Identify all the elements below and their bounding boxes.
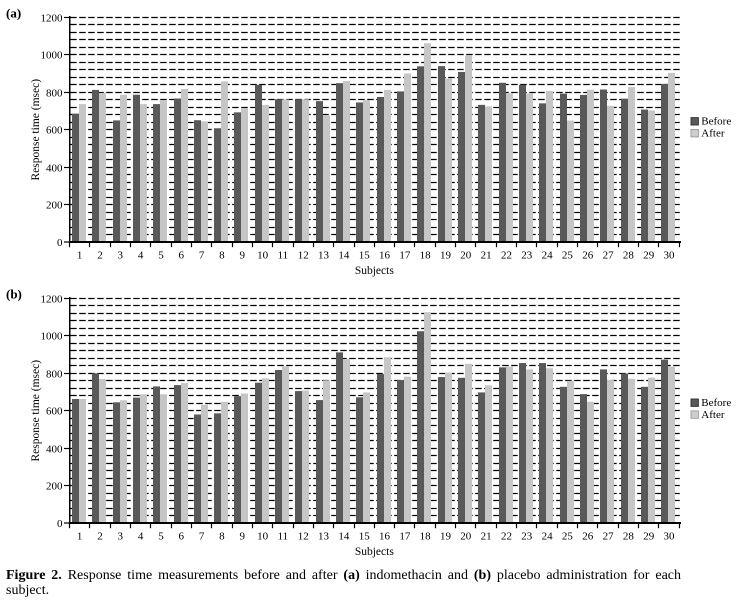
svg-text:25: 25 — [562, 531, 574, 543]
svg-text:18: 18 — [420, 250, 432, 262]
svg-text:600: 600 — [46, 124, 63, 136]
svg-text:19: 19 — [440, 531, 452, 543]
svg-text:400: 400 — [46, 162, 63, 174]
svg-text:Subjects: Subjects — [355, 265, 394, 277]
svg-text:24: 24 — [542, 250, 554, 262]
svg-text:10: 10 — [257, 531, 269, 543]
svg-text:7: 7 — [199, 250, 205, 262]
svg-text:After: After — [701, 128, 725, 140]
svg-text:22: 22 — [501, 531, 512, 543]
svg-text:1: 1 — [77, 531, 83, 543]
svg-text:2: 2 — [97, 250, 103, 262]
svg-text:16: 16 — [379, 531, 391, 543]
svg-text:600: 600 — [46, 405, 63, 417]
svg-text:25: 25 — [562, 250, 574, 262]
svg-text:800: 800 — [46, 87, 63, 99]
svg-text:14: 14 — [338, 250, 350, 262]
svg-text:30: 30 — [664, 531, 676, 543]
svg-text:29: 29 — [643, 250, 655, 262]
svg-text:Before: Before — [701, 397, 731, 409]
svg-text:Response time (msec): Response time (msec) — [30, 360, 42, 462]
svg-text:Response time (msec): Response time (msec) — [30, 79, 42, 181]
svg-text:12: 12 — [298, 531, 309, 543]
svg-text:6: 6 — [179, 250, 185, 262]
svg-text:26: 26 — [582, 250, 594, 262]
svg-text:9: 9 — [240, 250, 246, 262]
svg-text:22: 22 — [501, 250, 512, 262]
svg-text:1200: 1200 — [41, 12, 64, 24]
svg-text:3: 3 — [118, 250, 124, 262]
svg-text:11: 11 — [278, 250, 289, 262]
svg-text:20: 20 — [460, 531, 472, 543]
svg-text:26: 26 — [582, 531, 594, 543]
svg-text:8: 8 — [219, 250, 225, 262]
svg-text:1000: 1000 — [41, 49, 64, 61]
svg-text:28: 28 — [623, 250, 635, 262]
svg-text:After: After — [701, 409, 725, 421]
svg-text:4: 4 — [138, 250, 144, 262]
svg-text:20: 20 — [460, 250, 472, 262]
svg-text:0: 0 — [57, 237, 63, 249]
svg-text:2: 2 — [97, 531, 103, 543]
svg-text:14: 14 — [338, 531, 350, 543]
svg-text:1200: 1200 — [41, 293, 64, 305]
svg-text:0: 0 — [57, 518, 63, 530]
svg-text:5: 5 — [158, 531, 164, 543]
svg-text:15: 15 — [359, 250, 371, 262]
svg-text:Subjects: Subjects — [355, 546, 394, 558]
svg-text:4: 4 — [138, 531, 144, 543]
svg-text:12: 12 — [298, 250, 309, 262]
svg-text:(b): (b) — [6, 287, 22, 302]
svg-text:29: 29 — [643, 531, 655, 543]
svg-text:13: 13 — [318, 250, 330, 262]
svg-text:7: 7 — [199, 531, 205, 543]
svg-text:21: 21 — [481, 531, 492, 543]
svg-text:10: 10 — [257, 250, 269, 262]
svg-text:8: 8 — [219, 531, 225, 543]
svg-text:30: 30 — [664, 250, 676, 262]
svg-text:21: 21 — [481, 250, 492, 262]
svg-text:16: 16 — [379, 250, 391, 262]
svg-text:5: 5 — [158, 250, 164, 262]
svg-text:400: 400 — [46, 443, 63, 455]
svg-text:13: 13 — [318, 531, 330, 543]
svg-text:17: 17 — [399, 531, 411, 543]
svg-text:28: 28 — [623, 531, 635, 543]
svg-text:17: 17 — [399, 250, 411, 262]
svg-text:(a): (a) — [6, 6, 21, 21]
svg-text:27: 27 — [603, 250, 615, 262]
svg-text:9: 9 — [240, 531, 246, 543]
svg-text:23: 23 — [521, 531, 533, 543]
svg-text:1000: 1000 — [41, 330, 64, 342]
svg-text:6: 6 — [179, 531, 185, 543]
svg-text:200: 200 — [46, 199, 63, 211]
svg-text:3: 3 — [118, 531, 124, 543]
svg-text:1: 1 — [77, 250, 83, 262]
svg-text:15: 15 — [359, 531, 371, 543]
svg-text:27: 27 — [603, 531, 615, 543]
svg-text:18: 18 — [420, 531, 432, 543]
svg-text:23: 23 — [521, 250, 533, 262]
svg-text:800: 800 — [46, 368, 63, 380]
svg-text:Before: Before — [701, 116, 731, 128]
svg-text:19: 19 — [440, 250, 452, 262]
svg-text:24: 24 — [542, 531, 554, 543]
svg-text:200: 200 — [46, 480, 63, 492]
svg-text:11: 11 — [278, 531, 289, 543]
